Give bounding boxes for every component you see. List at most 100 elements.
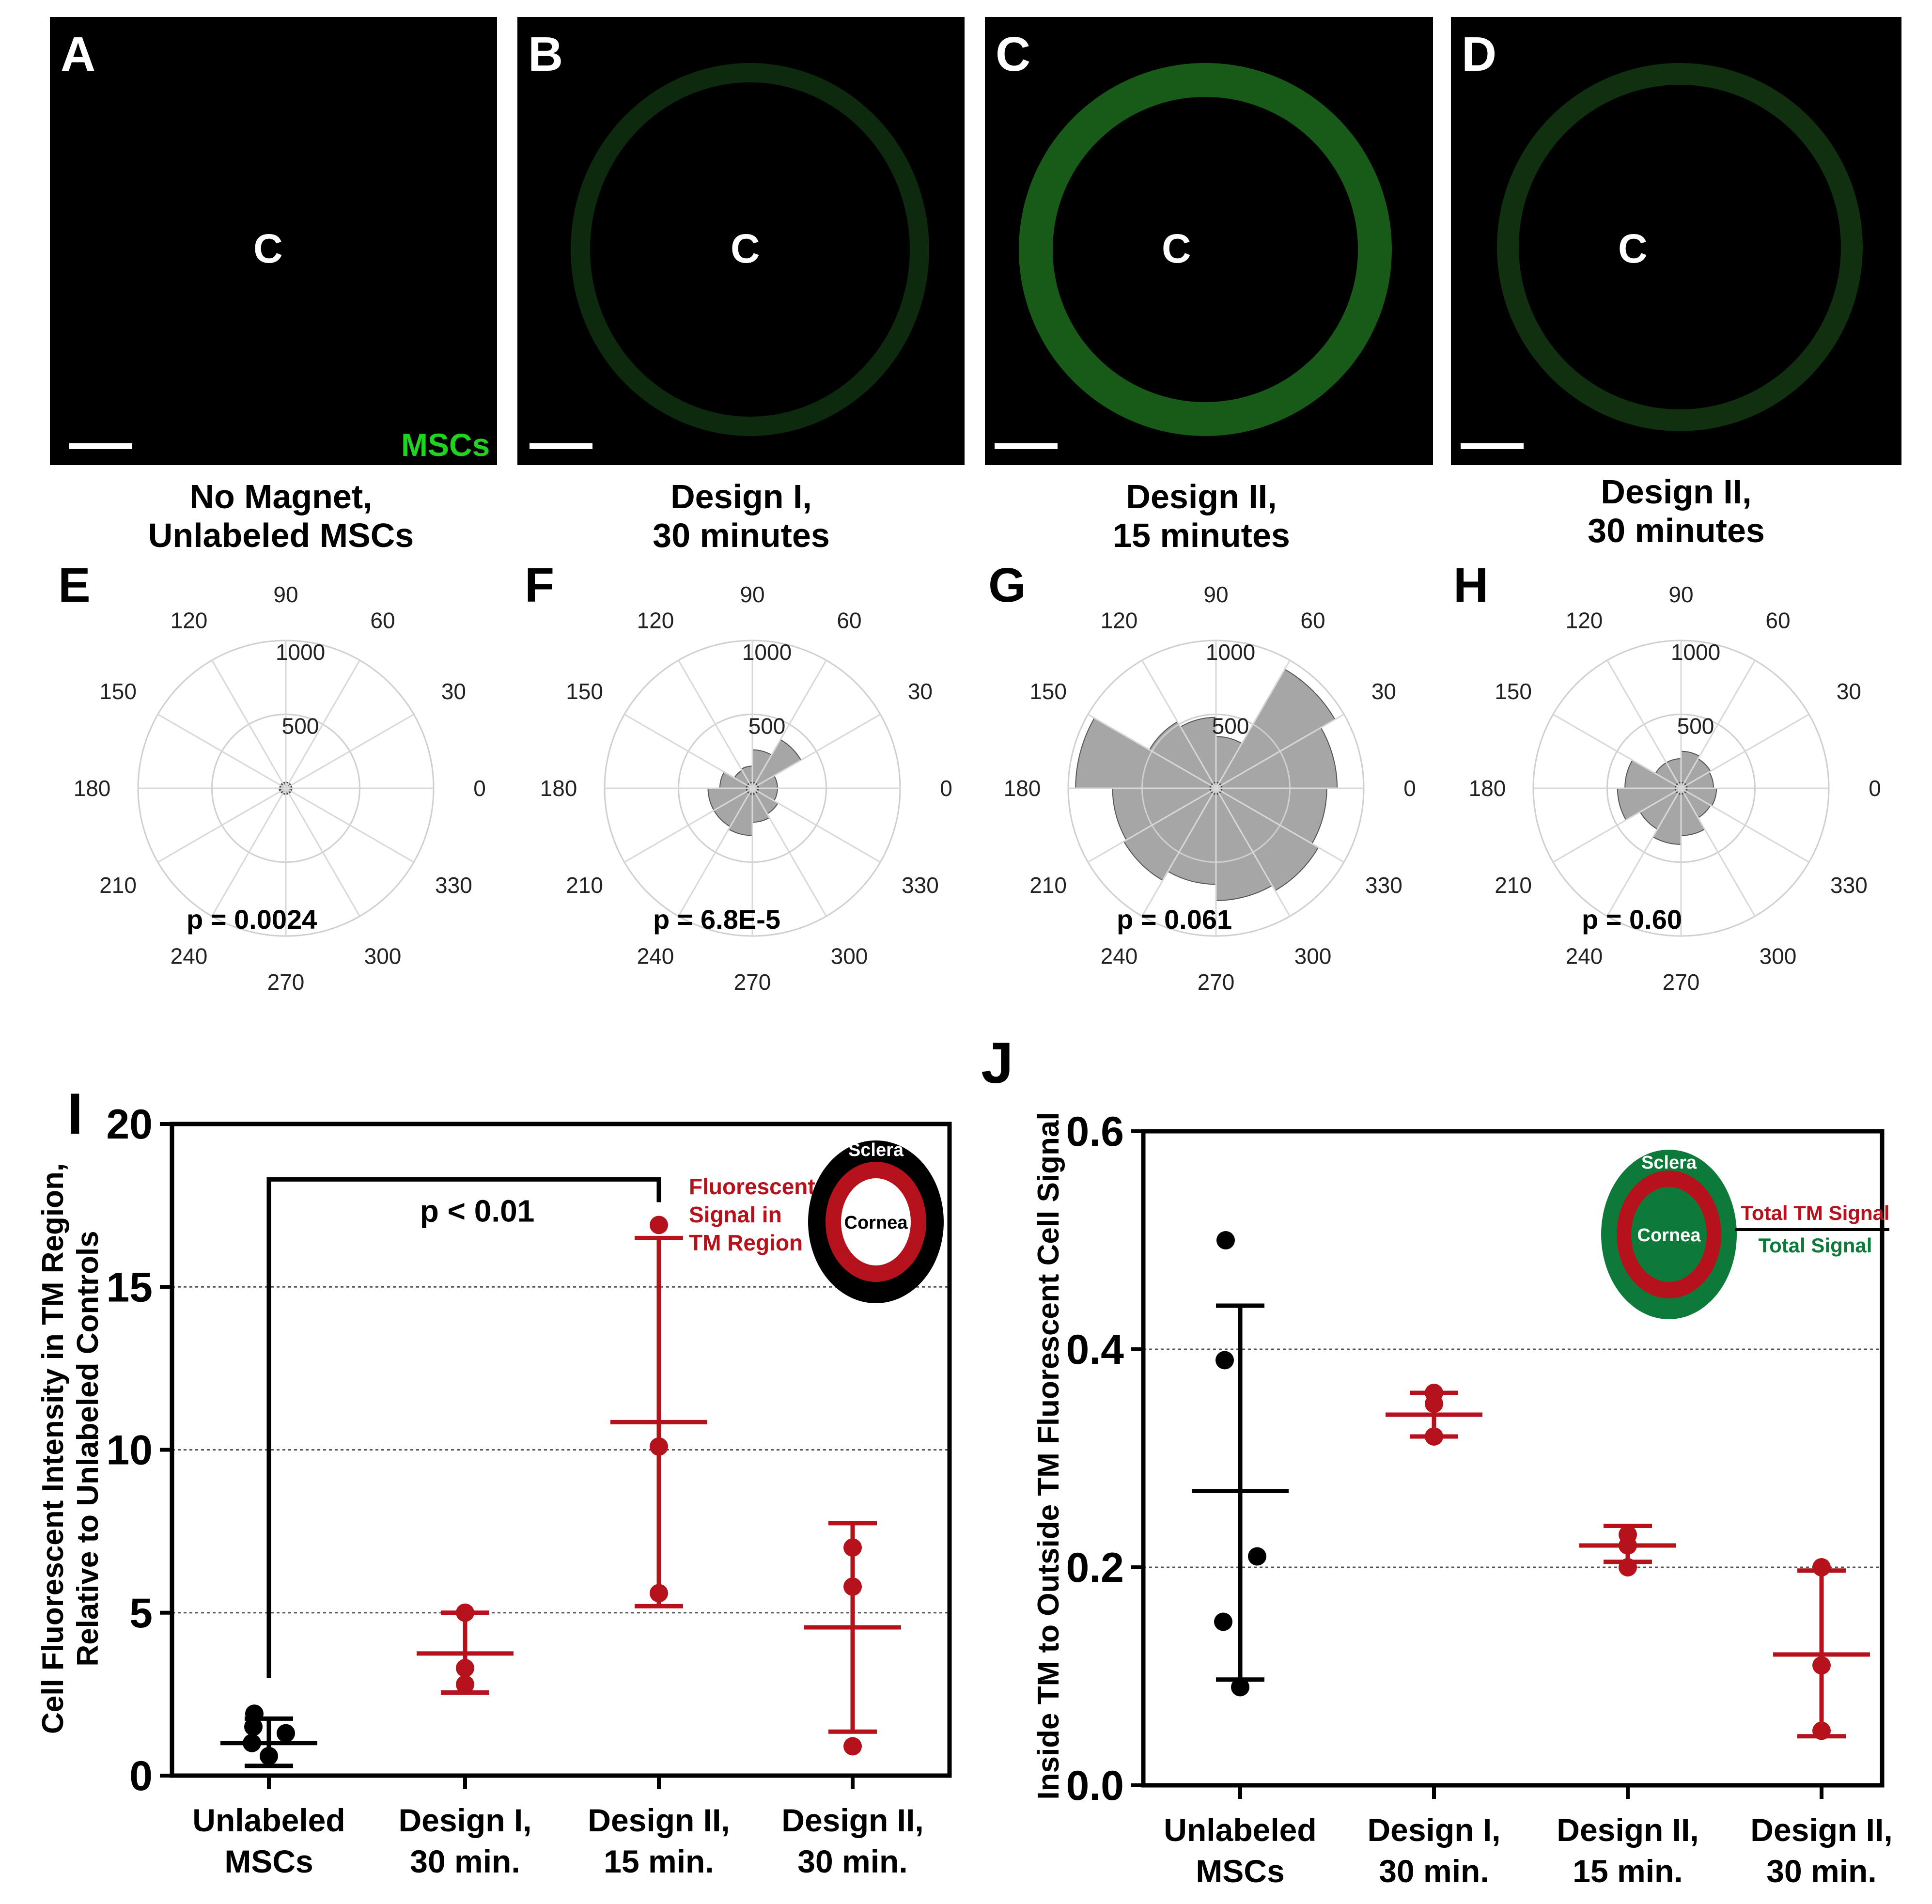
polar-spoke <box>211 788 287 917</box>
polar-wedge <box>1214 788 1327 844</box>
data-point <box>277 1724 295 1743</box>
y-tick-label: 0.2 <box>1066 1545 1124 1591</box>
polar-radial-label: 500 <box>1677 714 1714 739</box>
fraction-denominator: Total Signal <box>1759 1234 1872 1257</box>
data-point <box>1216 1231 1235 1249</box>
polar-angle-label: 0 <box>1403 776 1416 801</box>
polar-angle-label: 300 <box>831 943 868 968</box>
plot-frame <box>1141 1129 1885 1788</box>
panel-letter: D <box>1462 27 1497 81</box>
polar-angle-label: 330 <box>435 873 472 898</box>
caption-line: Design II, <box>1601 473 1752 511</box>
polar-radial-label: 1000 <box>1671 640 1720 665</box>
polar-spoke <box>624 714 753 789</box>
polar-spoke <box>285 714 414 789</box>
polar-wedge <box>1215 787 1319 891</box>
polar-spoke <box>1606 660 1682 789</box>
inset-cornea <box>1631 1187 1707 1282</box>
cornea-marker: C <box>253 226 283 271</box>
cornea-marker: C <box>1162 226 1191 271</box>
polar-angle-label: 90 <box>1203 582 1228 607</box>
polar-spoke <box>285 787 414 863</box>
polar-angle-label: 270 <box>1198 969 1235 995</box>
y-axis-label-line: Relative to Unlabeled Controls <box>71 1231 105 1666</box>
caption-b: Design I, 30 minutes <box>562 477 920 555</box>
polar-angle-label: 120 <box>171 608 208 633</box>
data-point <box>1425 1427 1443 1446</box>
polar-angle-label: 330 <box>1830 873 1868 898</box>
x-tick-label: 30 min. <box>1379 1853 1489 1889</box>
inset-cornea-label: Cornea <box>1637 1225 1701 1246</box>
x-tick-label: MSCs <box>224 1843 313 1879</box>
polar-angle-label: 330 <box>1365 873 1402 898</box>
polar-angle-label: 270 <box>1663 969 1700 995</box>
data-point <box>1248 1547 1266 1566</box>
data-point <box>650 1437 668 1456</box>
polar-chart-f: F 0 30 60 90 120 150 180 210 240 270 300 330 500 1000 p… <box>525 558 952 995</box>
scale-bar <box>1461 443 1524 449</box>
polar-angle-label: 90 <box>1668 582 1693 607</box>
polar-angle-label: 120 <box>1101 608 1138 633</box>
polar-spoke <box>624 787 753 863</box>
x-tick-label: 30 min. <box>797 1843 907 1879</box>
scatter-chart-j: 0.0 0.2 0.4 0.6 Unlabeled MSCs Design I, 30 min… <box>981 1030 1893 1889</box>
x-tick-label: 15 min. <box>1573 1853 1683 1889</box>
polar-spoke <box>1681 787 1809 863</box>
polar-spoke <box>678 788 753 917</box>
y-tick-label: 0 <box>129 1753 153 1799</box>
caption-line: Design I, <box>670 478 812 515</box>
y-tick-label: 0.4 <box>1066 1327 1124 1373</box>
polar-angle-label: 180 <box>1004 776 1041 801</box>
data-point <box>1231 1678 1249 1697</box>
polar-angle-label: 150 <box>1029 679 1067 704</box>
panel-letter: B <box>528 27 563 81</box>
significance-label: p < 0.01 <box>420 1194 535 1229</box>
polar-chart-g: G 0 30 60 90 120 150 180 210 240 270 300 330 500 1000 p… <box>988 558 1416 995</box>
polar-angle-label: 240 <box>171 943 208 968</box>
polar-wedge <box>1167 786 1216 885</box>
micrograph-a: A C MSCs <box>50 17 497 465</box>
polar-angle-label: 300 <box>1760 943 1797 968</box>
y-tick-label: 5 <box>129 1590 153 1637</box>
caption-c: Design II, 15 minutes <box>1022 477 1381 555</box>
fraction-numerator: Total TM Signal <box>1741 1202 1889 1224</box>
micrograph-d: D C <box>1451 17 1901 465</box>
scale-bar <box>995 443 1058 449</box>
caption-d: Design II, 30 minutes <box>1497 472 1855 550</box>
x-tick-label: 30 min. <box>1766 1853 1876 1889</box>
polar-spoke <box>1606 788 1682 917</box>
data-point <box>260 1747 278 1765</box>
panel-letter: G <box>988 558 1026 612</box>
data-point <box>456 1603 474 1622</box>
polar-spoke <box>1680 788 1756 917</box>
polar-spoke <box>1141 660 1217 789</box>
data-point <box>650 1584 668 1603</box>
x-tick-label: Design I, <box>1367 1812 1500 1848</box>
polar-spoke <box>1215 660 1291 789</box>
polar-angle-label: 150 <box>1495 679 1532 704</box>
y-axis-label: Cell Fluorescent Intensity in TM Region,… <box>36 1163 105 1734</box>
polar-angle-label: 120 <box>1566 608 1603 633</box>
polar-spoke <box>285 788 360 917</box>
y-tick-label: 0.6 <box>1066 1108 1124 1155</box>
polar-spoke <box>1215 787 1344 863</box>
polar-spoke <box>678 660 753 789</box>
polar-spoke <box>752 714 881 789</box>
polar-angle-label: 60 <box>1765 608 1790 633</box>
polar-spoke <box>1215 788 1291 917</box>
polar-spoke <box>1088 714 1216 789</box>
polar-angle-label: 90 <box>273 582 298 607</box>
data-point <box>456 1659 474 1678</box>
data-point <box>843 1538 862 1557</box>
polar-wedge <box>1112 788 1218 841</box>
panel-letter: F <box>525 558 554 612</box>
data-point <box>843 1737 862 1756</box>
caption-a: No Magnet, Unlabeled MSCs <box>102 477 460 555</box>
data-point <box>1812 1656 1831 1675</box>
polar-spoke <box>211 660 287 789</box>
polar-angle-label: 0 <box>940 776 952 801</box>
data-point <box>1215 1351 1234 1370</box>
panel-letter: H <box>1453 558 1488 612</box>
polar-radial-label: 500 <box>1212 714 1249 739</box>
